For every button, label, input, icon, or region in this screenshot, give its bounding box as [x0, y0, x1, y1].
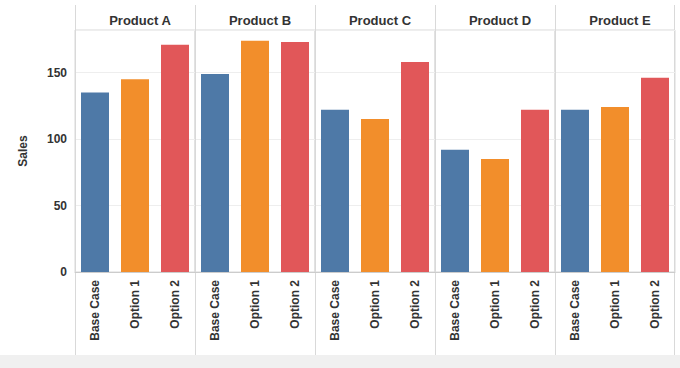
svg-text:Base Case: Base Case: [568, 280, 582, 341]
svg-text:0: 0: [60, 265, 67, 279]
svg-text:Option 2: Option 2: [168, 280, 182, 329]
svg-text:Base Case: Base Case: [88, 280, 102, 341]
svg-text:Option 1: Option 1: [368, 280, 382, 329]
svg-text:Base Case: Base Case: [448, 280, 462, 341]
svg-text:100: 100: [47, 132, 67, 146]
svg-text:Option 1: Option 1: [608, 280, 622, 329]
svg-text:Product A: Product A: [109, 13, 171, 28]
svg-text:Option 1: Option 1: [488, 280, 502, 329]
svg-text:150: 150: [47, 66, 67, 80]
svg-text:Base Case: Base Case: [328, 280, 342, 341]
svg-text:Option 2: Option 2: [528, 280, 542, 329]
svg-text:Option 1: Option 1: [128, 280, 142, 329]
svg-text:Option 2: Option 2: [648, 280, 662, 329]
svg-text:Option 2: Option 2: [288, 280, 302, 329]
svg-text:Option 1: Option 1: [248, 280, 262, 329]
svg-text:Product D: Product D: [469, 13, 531, 28]
svg-text:Product C: Product C: [349, 13, 412, 28]
svg-text:Product B: Product B: [229, 13, 291, 28]
svg-text:Sales: Sales: [16, 135, 30, 167]
svg-text:Base Case: Base Case: [208, 280, 222, 341]
svg-text:50: 50: [54, 199, 68, 213]
svg-text:Option 2: Option 2: [408, 280, 422, 329]
svg-text:Product E: Product E: [589, 13, 651, 28]
